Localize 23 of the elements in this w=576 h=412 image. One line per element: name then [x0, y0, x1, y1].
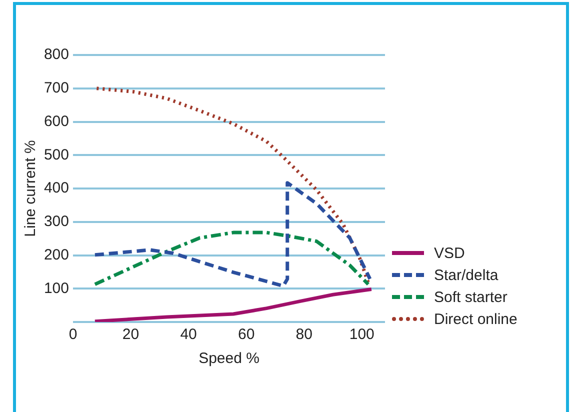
y-tick-label: 800 [44, 46, 69, 64]
x-tick-label: 20 [122, 326, 140, 344]
y-tick-label: 300 [44, 213, 69, 230]
x-tick-label: 80 [296, 326, 312, 344]
x-tick-label: 40 [180, 326, 197, 344]
y-tick-label: 700 [44, 80, 69, 97]
line-series [93, 230, 370, 286]
y-axis-title: Line current % [22, 140, 40, 237]
y-tick-label: 400 [44, 180, 69, 197]
y-tick-label: 100 [44, 280, 69, 297]
x-axis-title: Speed % [198, 350, 260, 368]
legend-label: Soft starter [434, 288, 508, 306]
y-tick-label: 500 [44, 146, 69, 164]
x-tick-label: 100 [349, 326, 374, 344]
line-series [93, 181, 372, 288]
x-tick-label: 0 [68, 326, 78, 344]
line-series [94, 86, 370, 284]
y-tick-label: 200 [44, 246, 69, 264]
x-tick-label: 60 [238, 326, 255, 344]
legend-label: VSD [434, 244, 465, 262]
legend-label: Direct online [434, 310, 518, 328]
legend-label: Star/delta [434, 266, 498, 284]
y-tick-label: 600 [44, 112, 69, 130]
